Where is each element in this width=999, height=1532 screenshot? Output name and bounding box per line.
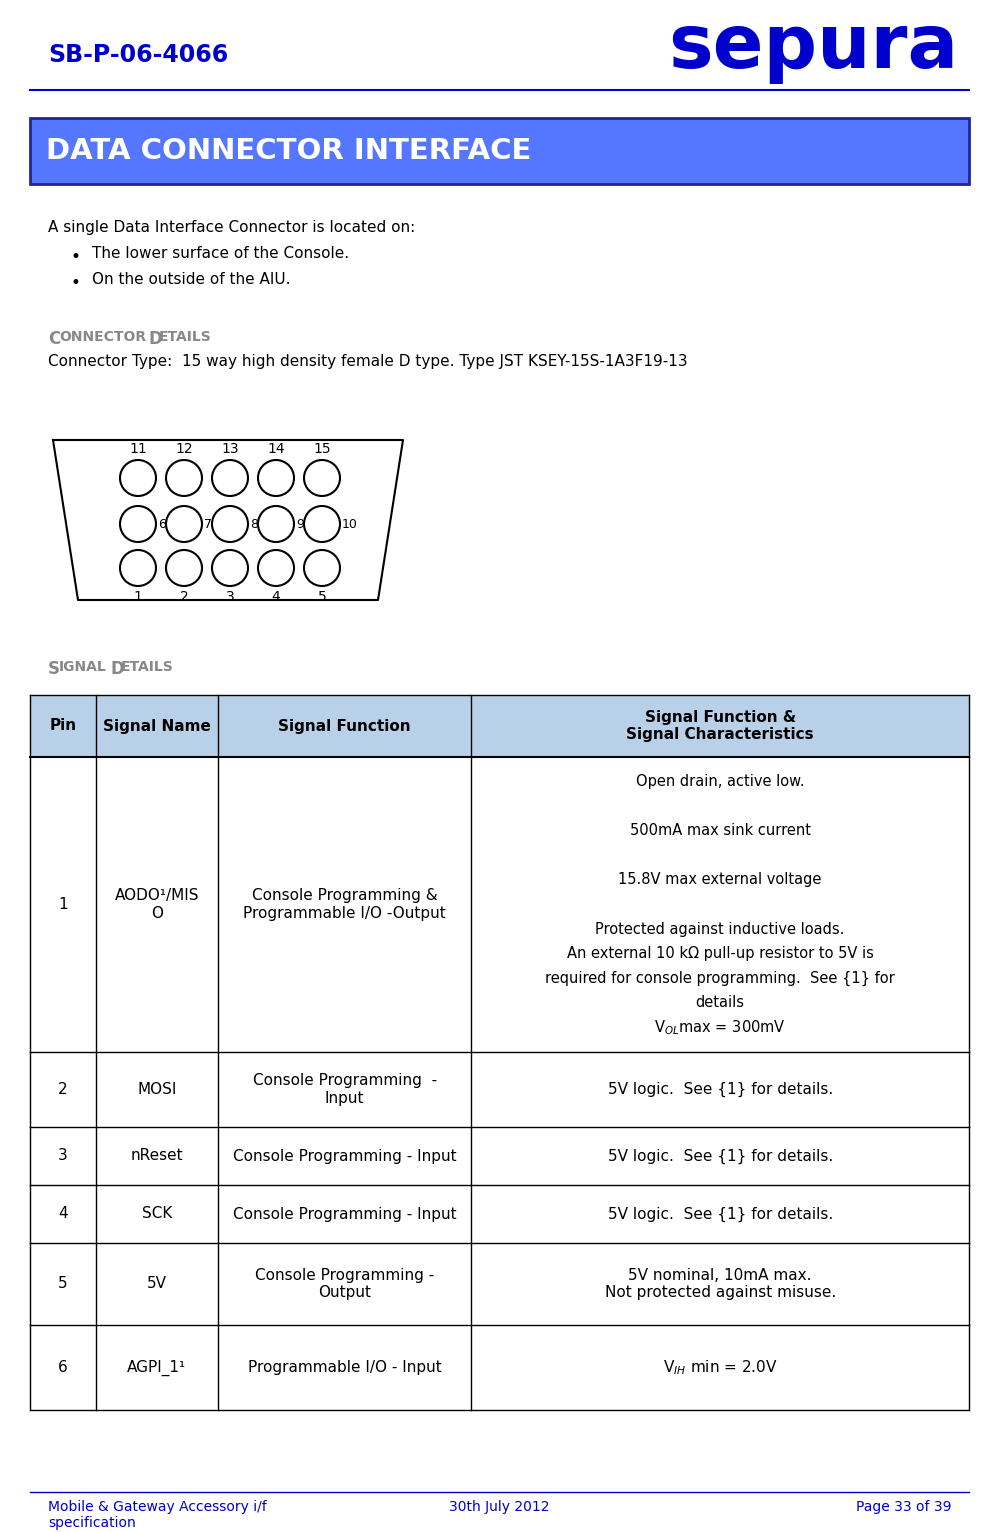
Text: Console Programming  -
Input: Console Programming - Input	[253, 1074, 437, 1106]
Text: 8: 8	[250, 518, 258, 530]
Text: 4: 4	[272, 590, 281, 604]
Text: Pin: Pin	[49, 719, 77, 734]
Text: ONNECTOR: ONNECTOR	[59, 329, 146, 345]
Circle shape	[212, 506, 248, 542]
Circle shape	[304, 550, 340, 587]
Polygon shape	[53, 440, 403, 601]
Circle shape	[166, 506, 202, 542]
Text: required for console programming.  See {1} for: required for console programming. See {1…	[545, 971, 895, 987]
Text: C: C	[48, 329, 60, 348]
Text: 3: 3	[226, 590, 235, 604]
Text: Console Programming - Input: Console Programming - Input	[233, 1149, 457, 1163]
Text: 4: 4	[58, 1207, 68, 1221]
Text: 6: 6	[58, 1360, 68, 1376]
Bar	[30, 1242, 969, 1325]
Circle shape	[166, 550, 202, 587]
Text: AGPI_1¹: AGPI_1¹	[127, 1359, 187, 1376]
Text: 5: 5	[318, 590, 327, 604]
Text: 5V: 5V	[147, 1276, 167, 1291]
Text: D: D	[148, 329, 162, 348]
Text: 5: 5	[58, 1276, 68, 1291]
Text: SB-P-06-4066: SB-P-06-4066	[48, 43, 228, 67]
Text: 5V nominal, 10mA max.
Not protected against misuse.: 5V nominal, 10mA max. Not protected agai…	[604, 1268, 836, 1301]
Bar	[30, 1052, 969, 1128]
Text: Page 33 of 39

© Sepura plc 2011: Page 33 of 39 © Sepura plc 2011	[820, 1500, 952, 1532]
Text: 3: 3	[58, 1149, 68, 1163]
Text: 5V logic.  See {1} for details.: 5V logic. See {1} for details.	[607, 1149, 833, 1164]
Text: 15.8V max external voltage: 15.8V max external voltage	[618, 872, 822, 887]
Text: 10: 10	[342, 518, 358, 530]
Bar	[30, 1128, 969, 1184]
Text: Signal Function: Signal Function	[279, 719, 411, 734]
Text: Open drain, active low.: Open drain, active low.	[636, 774, 804, 789]
Text: Mobile & Gateway Accessory i/f
specification: Mobile & Gateway Accessory i/f specifica…	[48, 1500, 267, 1530]
Text: DATA CONNECTOR INTERFACE: DATA CONNECTOR INTERFACE	[46, 136, 531, 165]
Circle shape	[304, 506, 340, 542]
Text: S: S	[48, 660, 60, 679]
Text: MOSI: MOSI	[137, 1082, 177, 1097]
Circle shape	[120, 506, 156, 542]
Text: V$_{IH}$ min = 2.0V: V$_{IH}$ min = 2.0V	[662, 1359, 777, 1377]
Text: Signal Function &
Signal Characteristics: Signal Function & Signal Characteristics	[626, 709, 814, 741]
Text: 1: 1	[134, 590, 143, 604]
Text: 15: 15	[314, 443, 331, 457]
Text: 13: 13	[221, 443, 239, 457]
Text: Connector Type:  15 way high density female D type. Type JST KSEY-15S-1A3F19-13: Connector Type: 15 way high density fema…	[48, 354, 687, 369]
Bar	[30, 118, 969, 184]
Circle shape	[258, 460, 294, 496]
Circle shape	[166, 460, 202, 496]
Text: ETAILS: ETAILS	[121, 660, 174, 674]
Circle shape	[258, 550, 294, 587]
Text: D: D	[110, 660, 124, 679]
Text: nReset: nReset	[131, 1149, 183, 1163]
Text: 2: 2	[180, 590, 189, 604]
Text: SCK: SCK	[142, 1207, 172, 1221]
Text: Signal Name: Signal Name	[103, 719, 211, 734]
Text: 9: 9	[296, 518, 304, 530]
Text: Protected against inductive loads.: Protected against inductive loads.	[595, 922, 845, 936]
Text: 6: 6	[158, 518, 166, 530]
Text: 11: 11	[129, 443, 147, 457]
Circle shape	[258, 506, 294, 542]
Text: Console Programming -
Output: Console Programming - Output	[255, 1268, 435, 1301]
Text: 5V logic.  See {1} for details.: 5V logic. See {1} for details.	[607, 1206, 833, 1221]
Text: AODO¹/MIS
O: AODO¹/MIS O	[115, 889, 199, 921]
Text: 7: 7	[204, 518, 212, 530]
Text: 5V logic.  See {1} for details.: 5V logic. See {1} for details.	[607, 1082, 833, 1097]
Text: The lower surface of the Console.: The lower surface of the Console.	[92, 247, 349, 260]
Text: V$_{OL}$max = 300mV: V$_{OL}$max = 300mV	[654, 1019, 786, 1037]
Bar	[30, 696, 969, 757]
Text: On the outside of the AIU.: On the outside of the AIU.	[92, 273, 291, 286]
Text: 1: 1	[58, 898, 68, 912]
Text: 14: 14	[267, 443, 285, 457]
Text: IGNAL: IGNAL	[59, 660, 107, 674]
Circle shape	[120, 460, 156, 496]
Circle shape	[212, 460, 248, 496]
Text: •: •	[70, 274, 80, 293]
Circle shape	[212, 550, 248, 587]
Text: An external 10 kΩ pull-up resistor to 5V is: An external 10 kΩ pull-up resistor to 5V…	[566, 947, 873, 961]
Text: Programmable I/O - Input: Programmable I/O - Input	[248, 1360, 442, 1376]
Text: 500mA max sink current: 500mA max sink current	[629, 823, 810, 838]
Text: Console Programming - Input: Console Programming - Input	[233, 1207, 457, 1221]
Text: details: details	[695, 996, 744, 1010]
Bar	[30, 1325, 969, 1409]
Text: 30th July 2012

Issue 7c: 30th July 2012 Issue 7c	[449, 1500, 549, 1532]
Text: Console Programming &
Programmable I/O -Output: Console Programming & Programmable I/O -…	[243, 889, 446, 921]
Text: A single Data Interface Connector is located on:: A single Data Interface Connector is loc…	[48, 221, 416, 234]
Text: 12: 12	[175, 443, 193, 457]
Bar	[30, 1184, 969, 1242]
Bar	[30, 757, 969, 1052]
Circle shape	[120, 550, 156, 587]
Text: ETAILS: ETAILS	[159, 329, 212, 345]
Text: sepura: sepura	[668, 12, 958, 84]
Circle shape	[304, 460, 340, 496]
Text: •: •	[70, 248, 80, 267]
Text: 2: 2	[58, 1082, 68, 1097]
